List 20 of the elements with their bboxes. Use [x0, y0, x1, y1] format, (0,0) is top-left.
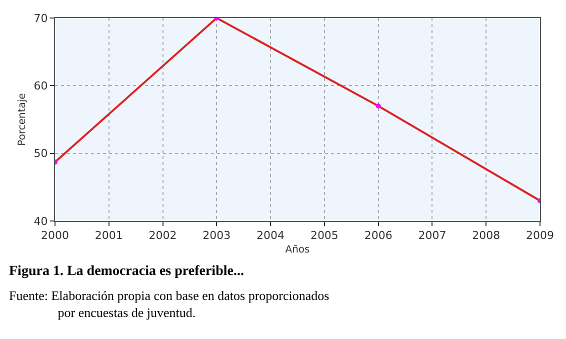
x-tick-label: 2007 — [418, 229, 446, 242]
y-tick-label: 60 — [34, 80, 48, 93]
x-tick-label: 2008 — [472, 229, 500, 242]
x-tick-label: 2000 — [41, 229, 69, 242]
y-tick-label: 70 — [34, 12, 48, 25]
x-tick-label: 2003 — [202, 229, 231, 242]
y-tick-label: 50 — [34, 147, 48, 160]
line-series — [55, 18, 540, 204]
x-tick-label: 2006 — [364, 229, 392, 242]
point — [376, 103, 381, 108]
x-tick-label: 2002 — [148, 229, 177, 242]
x-tick-label: 2001 — [94, 229, 123, 242]
x-tick-label: 2004 — [256, 229, 285, 242]
x-tick-label: 2009 — [526, 229, 554, 242]
text: Figura 1. La democracia es preferible... — [9, 264, 244, 279]
x-tick-label: 2005 — [310, 229, 338, 242]
source-note: Fuente: Elaboración propia con base en datos proporcionados por encuestas de juventud. — [9, 288, 330, 320]
x-axis-title: Años — [285, 244, 310, 256]
y-tick-label: 40 — [34, 214, 48, 228]
y-axis-title: Porcentaje — [16, 93, 28, 146]
